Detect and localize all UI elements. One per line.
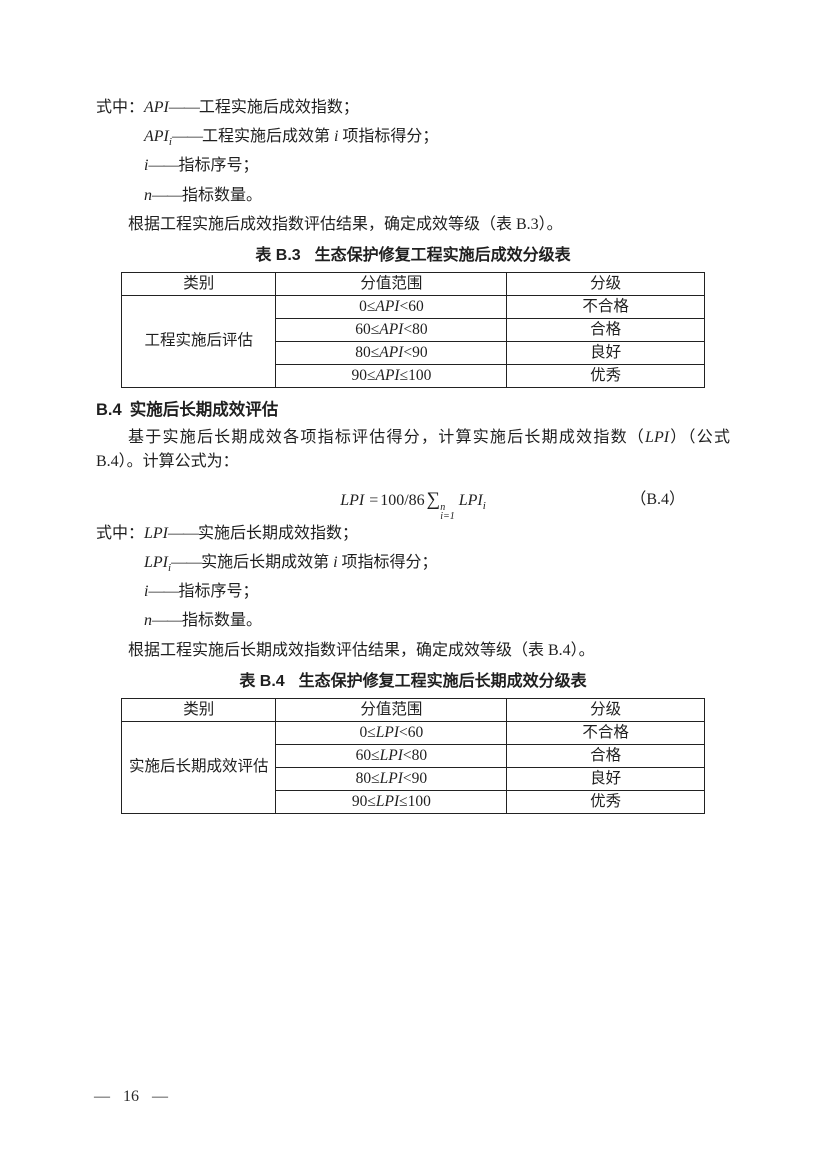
- legend-row: n——指标数量。: [96, 184, 730, 213]
- table-b3-caption-title: 生态保护修复工程实施后成效分级表: [314, 246, 571, 264]
- grade-cell: 良好: [506, 766, 705, 791]
- table-b3-caption: 表 B.3 生态保护修复工程实施后成效分级表: [96, 245, 730, 267]
- section-title: 实施后长期成效评估: [129, 400, 279, 419]
- legend-entry: n——指标数量。: [144, 186, 263, 204]
- table-b4-caption-title: 生态保护修复工程实施后长期成效分级表: [298, 672, 587, 690]
- legend-prefix: 式中：: [96, 99, 145, 116]
- b4-note: 根据工程实施后长期成效指数评估结果，确定成效等级（表 B.4）。: [128, 641, 595, 659]
- page-number: — 16 —: [94, 1086, 168, 1108]
- table-b4-caption: 表 B.4 生态保护修复工程实施后长期成效分级表: [96, 671, 730, 693]
- grade-cell: 不合格: [506, 720, 705, 745]
- formula-b4-number: （B.4）: [630, 490, 685, 508]
- legend-row: 式中： LPI——实施后长期成效指数；: [96, 522, 730, 551]
- header-grade: 分级: [506, 271, 705, 296]
- range-cell: 90≤API≤100: [275, 363, 508, 388]
- range-cell: 80≤API<90: [275, 340, 508, 365]
- table-header-row: 类别 分值范围 分级: [120, 697, 705, 722]
- legend-row: n——指标数量。: [96, 609, 730, 638]
- table-row: 80≤LPI<90 良好: [122, 766, 705, 791]
- legend-entry: API——工程实施后成效指数；: [144, 99, 359, 116]
- grade-cell: 优秀: [506, 363, 705, 388]
- table-row: 80≤API<90 良好: [122, 340, 705, 365]
- legend-row: APIi——工程实施后成效第 i 项指标得分；: [96, 125, 730, 154]
- category-cell: 实施后长期成效评估: [120, 720, 277, 814]
- header-grade: 分级: [506, 697, 705, 722]
- grade-cell: 合格: [506, 317, 705, 342]
- legend-entry: i——指标序号；: [144, 583, 259, 601]
- range-cell: 60≤LPI<80: [275, 743, 508, 768]
- b4-paragraph: 基于实施后长期成效各项指标评估得分，计算实施后长期成效指数（LPI）（公式 B.…: [96, 428, 730, 470]
- formula-b4: LPI = 100/86 ∑ n i=1 LPIi （B.4）: [96, 486, 730, 522]
- table-row: 90≤API≤100 优秀: [122, 363, 705, 388]
- legend-row: i——指标序号；: [96, 580, 730, 609]
- footer-dash-left: —: [94, 1088, 110, 1105]
- section-b4-heading: B.4 实施后长期成效评估: [96, 399, 730, 422]
- legend-entry: LPI——实施后长期成效指数；: [144, 524, 359, 542]
- table-b3-caption-label: 表 B.3: [255, 246, 301, 264]
- table-row: 90≤LPI≤100 优秀: [122, 789, 705, 814]
- legend-entry: APIi——工程实施后成效第 i 项指标得分；: [144, 128, 439, 149]
- header-score-range: 分值范围: [275, 697, 508, 722]
- legend-entry: LPIi——实施后长期成效第 i 项指标得分；: [144, 553, 438, 575]
- table-b4: 类别 分值范围 分级 实施后长期成效评估 0≤LPI<60 不合格 60≤LPI…: [120, 697, 705, 814]
- legend-entry: n——指标数量。: [144, 612, 263, 630]
- legend-prefix: 式中：: [96, 524, 145, 542]
- range-cell: 60≤API<80: [275, 317, 508, 342]
- page-content: 式中： API——工程实施后成效指数； APIi——工程实施后成效第 i 项指标…: [96, 96, 730, 814]
- table-row: 实施后长期成效评估 0≤LPI<60 不合格: [120, 720, 705, 814]
- legend-row: 式中： API——工程实施后成效指数；: [96, 96, 730, 125]
- formula-b3-legend: 式中： API——工程实施后成效指数； APIi——工程实施后成效第 i 项指标…: [96, 96, 730, 213]
- table-header-row: 类别 分值范围 分级: [120, 271, 705, 296]
- range-cell: 0≤API<60: [275, 294, 508, 319]
- grade-cell: 不合格: [506, 294, 705, 319]
- category-cell: 工程实施后评估: [120, 294, 277, 388]
- formula-b4-expression: LPI = 100/86 ∑ n i=1 LPIi: [340, 488, 486, 522]
- footer-page-number: 16: [123, 1088, 139, 1105]
- table-row: 工程实施后评估 0≤API<60 不合格: [120, 294, 705, 388]
- legend-row: LPIi——实施后长期成效第 i 项指标得分；: [96, 551, 730, 580]
- grade-cell: 优秀: [506, 789, 705, 814]
- footer-dash-right: —: [152, 1088, 168, 1105]
- grade-cell: 良好: [506, 340, 705, 365]
- section-number: B.4: [96, 400, 122, 419]
- legend-entry: i——指标序号；: [144, 157, 259, 175]
- header-category: 类别: [120, 271, 277, 296]
- formula-b4-legend: 式中： LPI——实施后长期成效指数； LPIi——实施后长期成效第 i 项指标…: [96, 522, 730, 639]
- table-b3: 类别 分值范围 分级 工程实施后评估 0≤API<60 不合格 60≤API<8…: [120, 271, 705, 388]
- summation-limits: n i=1: [440, 501, 455, 522]
- legend-row: i——指标序号；: [96, 154, 730, 183]
- grade-cell: 合格: [506, 743, 705, 768]
- summation-icon: ∑: [426, 488, 441, 510]
- range-cell: 0≤LPI<60: [275, 720, 508, 745]
- range-cell: 90≤LPI≤100: [275, 789, 508, 814]
- header-score-range: 分值范围: [275, 271, 508, 296]
- table-b4-caption-label: 表 B.4: [239, 672, 285, 690]
- range-cell: 80≤LPI<90: [275, 766, 508, 791]
- header-category: 类别: [120, 697, 277, 722]
- b3-note: 根据工程实施后成效指数评估结果，确定成效等级（表 B.3）。: [128, 215, 563, 233]
